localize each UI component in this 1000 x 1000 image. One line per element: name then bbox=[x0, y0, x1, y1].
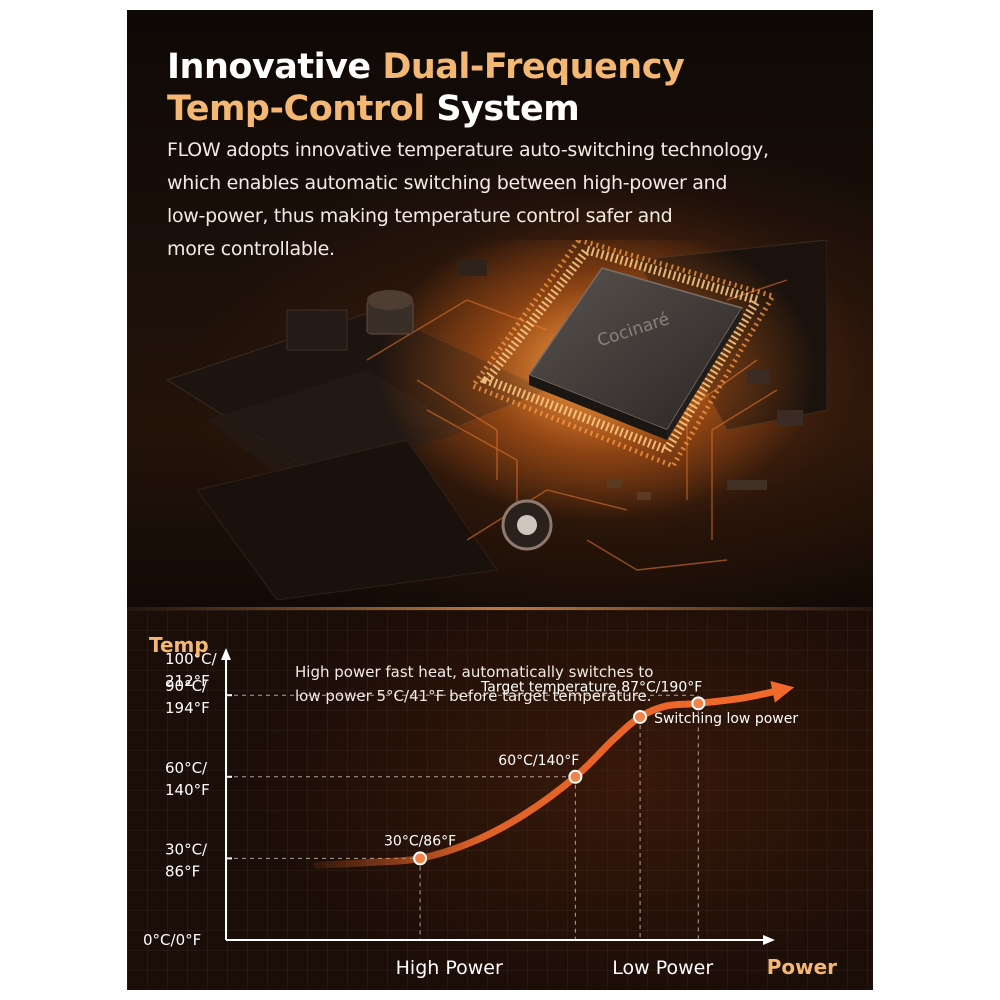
chart-note-line: High power fast heat, automatically swit… bbox=[295, 663, 654, 681]
section-divider bbox=[127, 607, 873, 610]
y-tick-label: 90°C/194°F bbox=[165, 677, 210, 717]
x-axis-arrow-icon bbox=[763, 935, 775, 945]
y-tick-label: 60°C/140°F bbox=[165, 759, 210, 799]
headline-highlight-1: Dual-Frequency bbox=[382, 47, 685, 87]
headline-highlight-2: Temp-Control bbox=[167, 89, 425, 129]
headline-part-1: Innovative bbox=[167, 47, 383, 87]
y-axis-arrow-icon bbox=[221, 648, 231, 660]
chart-svg: 0°C/0°F 30°C/86°F 60°C/140°F 90°C/194°F100°… bbox=[143, 633, 837, 979]
x-axis-title: Power bbox=[767, 955, 837, 979]
description-line: more controllable. bbox=[167, 238, 335, 260]
x-category-label: Low Power bbox=[612, 957, 713, 979]
hero-image: Cocinaré Innovative Dual-Frequency Temp-C… bbox=[127, 10, 873, 610]
chart-note: High power fast heat, automatically swit… bbox=[295, 660, 653, 708]
description-line: which enables automatic switching betwee… bbox=[167, 172, 728, 194]
headline: Innovative Dual-Frequency Temp-Control Sy… bbox=[167, 46, 685, 130]
description-line: low-power, thus making temperature contr… bbox=[167, 205, 673, 227]
circuit-board-illustration: Cocinaré bbox=[167, 240, 827, 600]
y-tick-label: 0°C/0°F bbox=[143, 931, 201, 949]
headline-part-2: System bbox=[424, 89, 580, 129]
chart-note-line: low power 5°C/41°F before target tempera… bbox=[295, 687, 652, 705]
point-label: Switching low power bbox=[654, 711, 798, 727]
description-line: FLOW adopts innovative temperature auto-… bbox=[167, 139, 769, 161]
data-point bbox=[413, 851, 428, 866]
data-point bbox=[633, 709, 648, 724]
point-label: 60°C/140°F bbox=[498, 753, 579, 769]
x-category-label: High Power bbox=[396, 957, 503, 979]
y-axis-title: Temp bbox=[149, 633, 209, 657]
point-label: Target temperature 87°C/190°F bbox=[480, 679, 702, 695]
product-panel: Cocinaré Innovative Dual-Frequency Temp-C… bbox=[127, 10, 873, 990]
temperature-chart: 0°C/0°F 30°C/86°F 60°C/140°F 90°C/194°F 100°… bbox=[127, 610, 873, 990]
data-point bbox=[691, 696, 706, 711]
data-point bbox=[568, 769, 583, 784]
point-label: 30°C/86°F bbox=[384, 833, 456, 849]
y-tick-label: 30°C/86°F bbox=[165, 840, 208, 880]
curve-arrow-icon bbox=[770, 681, 795, 703]
y-tick-label: 100°C/212°F bbox=[165, 650, 218, 690]
description: FLOW adopts innovative temperature auto-… bbox=[167, 134, 827, 266]
